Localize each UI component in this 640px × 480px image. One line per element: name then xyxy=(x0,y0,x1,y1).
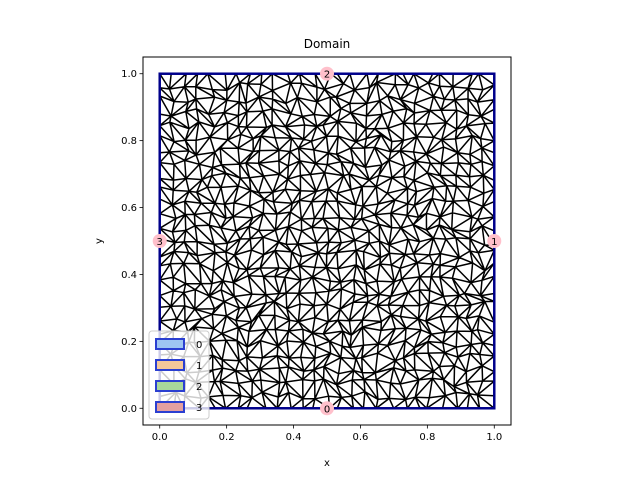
y-tick-label: 0.0 xyxy=(121,404,137,415)
y-tick-label: 0.6 xyxy=(121,203,137,214)
legend-swatch xyxy=(155,338,185,350)
y-tick-label: 1.0 xyxy=(121,69,137,80)
legend-label: 0 xyxy=(196,340,202,351)
legend-label: 1 xyxy=(196,361,202,372)
boundary-marker-label: 2 xyxy=(324,70,330,81)
y-axis-ticks: 0.0 0.2 0.4 0.6 0.8 1.0 xyxy=(121,69,143,415)
legend-swatch xyxy=(155,359,185,371)
x-tick-label: 0.0 xyxy=(152,432,168,443)
legend-entry-3: 3 xyxy=(155,401,202,414)
boundary-marker-0: 0 xyxy=(320,401,334,416)
boundary-marker-dot xyxy=(320,66,334,81)
legend-label: 3 xyxy=(196,403,202,414)
legend-swatch xyxy=(155,380,185,392)
chart-title: Domain xyxy=(304,37,351,51)
boundary-markers: 0 1 2 3 xyxy=(152,66,502,416)
x-axis-ticks: 0.0 0.2 0.4 0.6 0.8 1.0 xyxy=(152,425,502,443)
legend-box xyxy=(148,330,210,420)
x-tick-label: 0.4 xyxy=(286,432,302,443)
legend-entry-2: 2 xyxy=(155,380,202,393)
legend: 0 1 2 3 xyxy=(148,330,210,420)
boundary-marker-label: 1 xyxy=(491,237,497,248)
y-tick-label: 0.4 xyxy=(121,270,137,281)
y-tick-label: 0.8 xyxy=(121,136,137,147)
boundary-marker-dot xyxy=(152,234,167,248)
legend-label: 2 xyxy=(196,382,202,393)
boundary-marker-dot xyxy=(487,234,502,248)
boundary-marker-2: 2 xyxy=(320,66,334,81)
boundary-marker-dot xyxy=(320,401,334,416)
legend-entry-0: 0 xyxy=(155,338,202,351)
boundary-marker-1: 1 xyxy=(487,234,502,248)
x-tick-label: 0.2 xyxy=(219,432,235,443)
x-tick-label: 0.8 xyxy=(419,432,435,443)
boundary-marker-label: 3 xyxy=(157,237,163,248)
y-axis-label: y xyxy=(94,238,105,244)
x-tick-label: 1.0 xyxy=(486,432,502,443)
x-axis-label: x xyxy=(324,458,330,469)
legend-swatch xyxy=(155,401,185,413)
boundary-marker-3: 3 xyxy=(152,234,167,248)
boundary-marker-label: 0 xyxy=(324,404,330,415)
y-tick-label: 0.2 xyxy=(121,337,137,348)
x-tick-label: 0.6 xyxy=(353,432,369,443)
legend-entry-1: 1 xyxy=(155,359,202,372)
